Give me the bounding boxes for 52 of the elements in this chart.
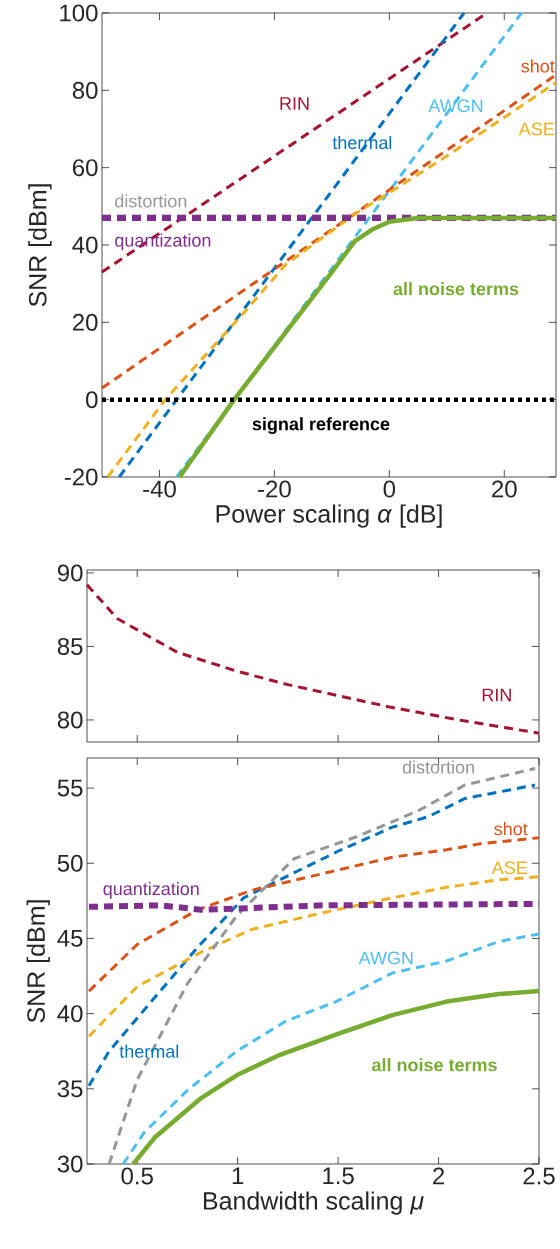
series-label: quantization — [115, 233, 211, 251]
line-series — [87, 875, 541, 1038]
line-series — [85, 583, 541, 735]
x-tick-label: 2 — [433, 1167, 445, 1185]
line-series — [121, 932, 541, 1166]
x-tick-label: -20 — [258, 480, 291, 498]
x-tick-label: -40 — [143, 480, 176, 498]
y-tick-label: 20 — [72, 313, 98, 331]
series-label: distortion — [402, 760, 474, 774]
y-tick-label: 30 — [57, 1155, 83, 1173]
y-tick-label: 0 — [86, 391, 98, 409]
y-tick-label: 100 — [60, 4, 98, 22]
series-label: quantization — [103, 881, 199, 899]
text: all noise terms — [393, 282, 519, 296]
line-series — [106, 81, 558, 479]
y-tick-label: 85 — [57, 637, 83, 655]
series-label: ASE — [518, 122, 555, 136]
x-tick-label: 0 — [383, 480, 396, 498]
x-tick-label: 1.5 — [323, 1167, 354, 1185]
series-label: ASE — [491, 861, 527, 875]
y-axis-title: SNR [dBm] — [26, 900, 50, 1023]
y-tick-label: 50 — [57, 854, 83, 872]
line-series — [87, 836, 541, 993]
y-tick-label: 55 — [57, 779, 83, 797]
x-tick-label: 1 — [232, 1167, 244, 1185]
y-tick-label: 80 — [72, 81, 98, 99]
x-tick-label: 20 — [492, 480, 517, 498]
y-tick-label: 40 — [72, 236, 98, 254]
series-label: distortion — [115, 194, 187, 208]
series-label: RIN — [482, 688, 511, 702]
y-tick-label: 40 — [57, 1005, 83, 1023]
x-tick-label: 0.5 — [121, 1167, 153, 1185]
x-axis-title: Bandwidth scaling μ — [203, 1191, 424, 1215]
y-tick-label: 80 — [57, 711, 83, 729]
series-label: thermal — [332, 135, 392, 150]
y-tick-label: 35 — [57, 1080, 83, 1098]
series-label: shot — [494, 822, 528, 836]
series-label: AWGN — [428, 99, 483, 113]
line-series — [87, 783, 537, 1088]
x-tick-label: 2.5 — [523, 1167, 555, 1185]
y-tick-label: -20 — [64, 468, 98, 486]
series-label: shot — [521, 59, 555, 73]
x-axis-title: Power scaling α [dB] — [216, 504, 442, 528]
series-label: RIN — [280, 97, 309, 110]
y-tick-label: 45 — [57, 930, 83, 947]
ref-line-label: signal reference — [252, 417, 390, 434]
series-label: all noise terms — [372, 1058, 497, 1072]
y-tick-label: 90 — [57, 564, 83, 582]
y-axis-title: SNR [dBm] — [28, 184, 52, 307]
y-tick-label: 60 — [72, 159, 98, 177]
series-label: thermal — [119, 1044, 179, 1058]
series-label: AWGN — [358, 951, 413, 965]
